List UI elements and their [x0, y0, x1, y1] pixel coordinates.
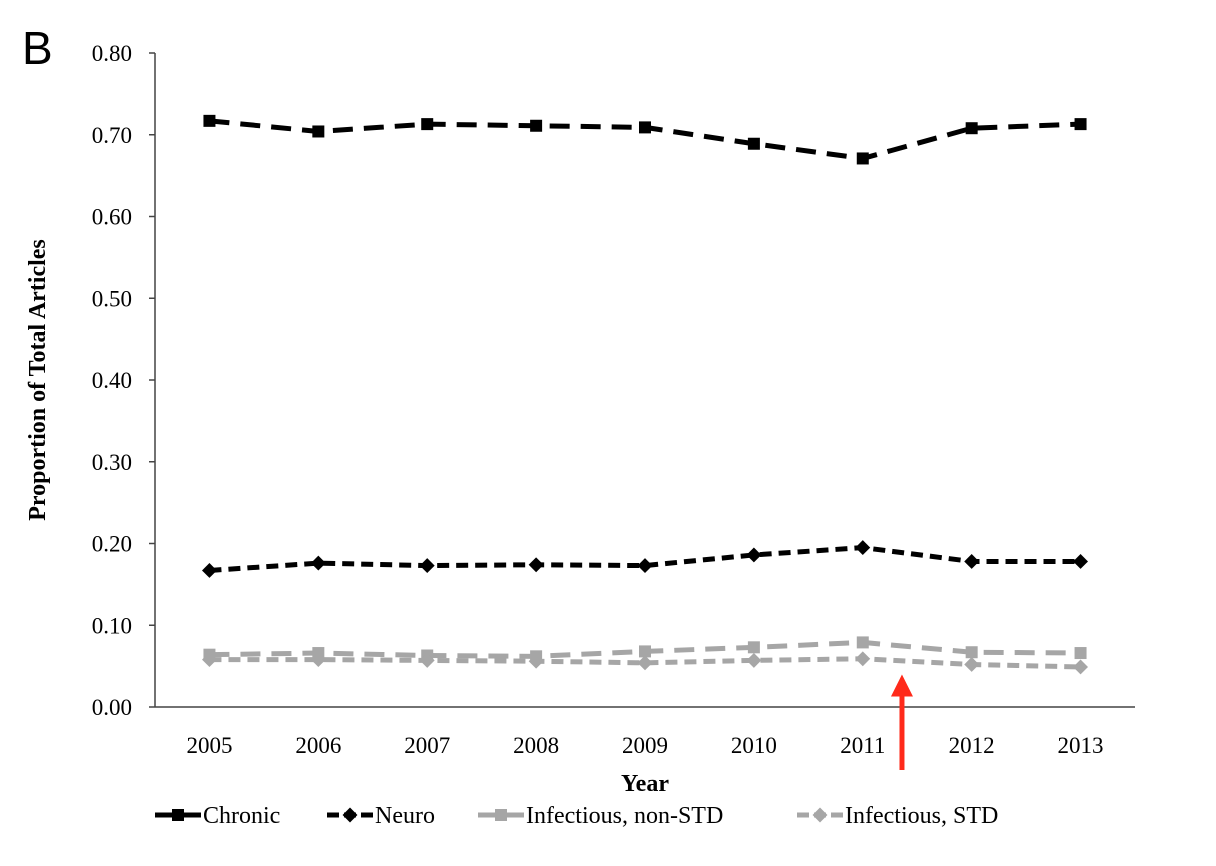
data-point [856, 636, 869, 649]
annotation-arrow [890, 674, 913, 770]
data-point [639, 121, 651, 134]
legend-label: Infectious, non-STD [526, 803, 723, 829]
legend-entry: Chronic [155, 803, 280, 829]
x-tick-label: 2012 [949, 733, 995, 758]
x-tick-label: 2008 [513, 733, 559, 758]
series-neuro [202, 540, 1088, 578]
legend-label: Infectious, STD [845, 803, 998, 829]
y-axis-title: Proportion of Total Articles [25, 239, 51, 521]
data-point [310, 652, 326, 668]
panel-label: B [22, 22, 53, 74]
data-point [746, 652, 762, 668]
legend-label: Chronic [203, 803, 280, 829]
data-point [855, 651, 871, 667]
y-tick-label: 0.60 [92, 205, 132, 230]
x-axis: 2005 2006 2007 2008 2009 2010 2011 2012 2013 [155, 706, 1135, 758]
x-tick-label: 2009 [622, 733, 668, 758]
data-point [964, 657, 980, 672]
x-tick-label: 2013 [1058, 733, 1104, 758]
data-point [530, 119, 543, 132]
data-point [747, 641, 760, 654]
x-tick-label: 2005 [186, 733, 232, 758]
x-tick-label: 2006 [295, 733, 341, 758]
series-line [209, 545, 1081, 573]
y-tick-label: 0.80 [92, 41, 132, 66]
data-point [312, 125, 325, 138]
y-tick-label: 0.70 [92, 123, 132, 148]
legend-marker [495, 809, 507, 821]
legend-entry: Neuro [327, 803, 435, 829]
data-point [419, 652, 435, 668]
series-infectious-std [202, 651, 1088, 675]
y-tick-label: 0.40 [92, 368, 132, 393]
data-point [202, 563, 217, 578]
data-point [747, 137, 760, 150]
data-point [528, 653, 544, 669]
data-point [639, 645, 651, 658]
y-axis: 0.00 0.10 0.20 0.30 0.40 0.50 0.60 0.70 0.80 [92, 41, 156, 720]
legend-entry: Infectious, STD [797, 803, 998, 829]
data-point [310, 555, 326, 571]
data-point [855, 540, 871, 556]
y-tick-label: 0.00 [92, 695, 132, 720]
data-point [964, 554, 980, 569]
data-point [528, 557, 544, 573]
data-point [965, 646, 978, 659]
y-tick-label: 0.10 [92, 613, 132, 638]
data-point [637, 558, 653, 574]
data-point [1074, 118, 1087, 131]
data-point [202, 652, 217, 668]
annotation-layer [890, 674, 913, 770]
data-point [421, 118, 434, 131]
legend-marker [342, 807, 358, 823]
data-point [856, 152, 869, 165]
legend-entry: Infectious, non-STD [478, 803, 723, 829]
data-point [965, 122, 978, 135]
series-layer [202, 114, 1088, 675]
data-point [419, 558, 435, 574]
x-tick-label: 2010 [731, 733, 777, 758]
data-point [1073, 659, 1088, 675]
x-tick-label: 2007 [404, 733, 450, 758]
legend-label: Neuro [375, 803, 435, 829]
series-chronic [203, 114, 1087, 165]
y-tick-label: 0.50 [92, 286, 132, 311]
y-tick-label: 0.20 [92, 532, 132, 557]
series-line [209, 656, 1081, 670]
data-point [203, 114, 216, 127]
legend-marker [172, 809, 184, 821]
legend: Chronic Neuro Infectious, non-STD Infectiou… [155, 803, 998, 829]
data-point [637, 655, 653, 671]
data-point [1074, 647, 1087, 660]
x-tick-label: 2011 [840, 733, 885, 758]
data-point [746, 547, 762, 563]
x-axis-title: Year [621, 771, 669, 797]
y-tick-label: 0.30 [92, 450, 132, 475]
data-point [1073, 554, 1088, 569]
arrow-head [890, 674, 913, 697]
legend-marker [812, 807, 828, 823]
